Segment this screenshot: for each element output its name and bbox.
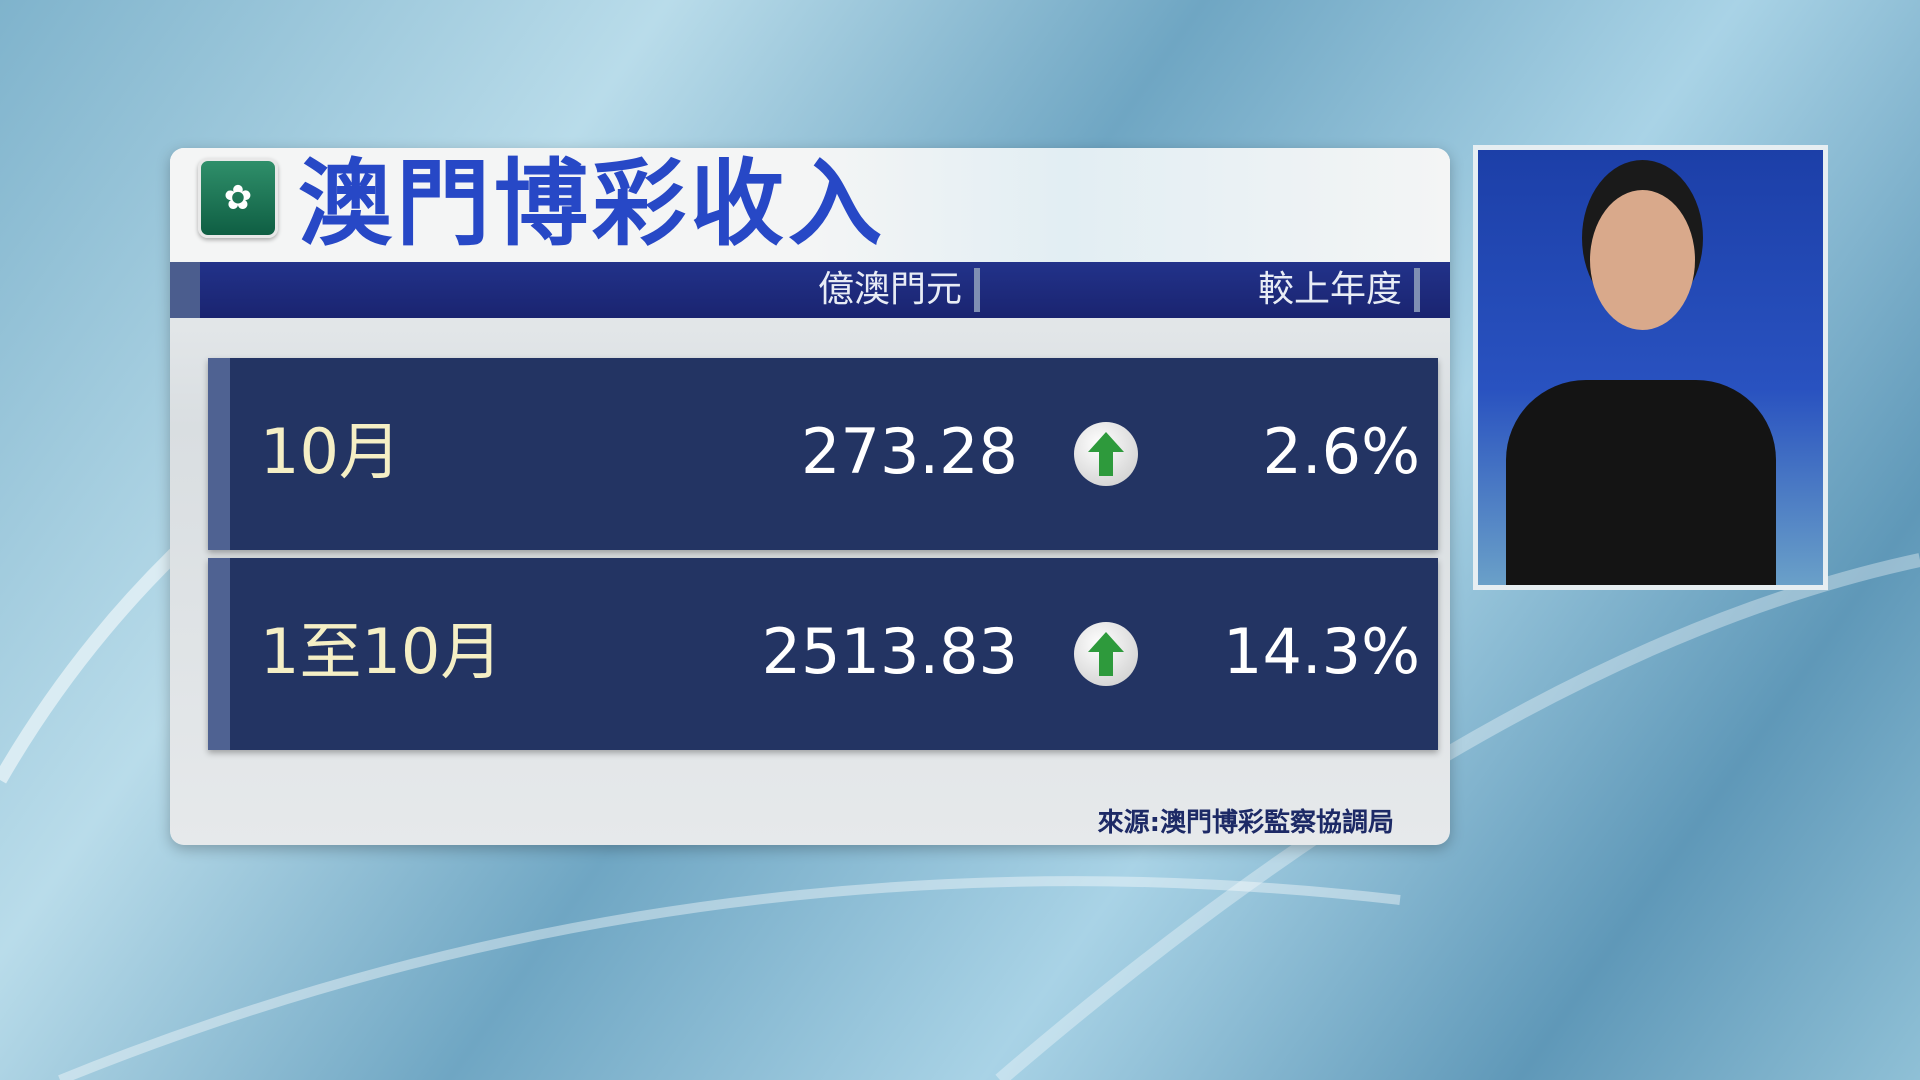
info-panel: ✿ 澳門博彩收入 億澳門元 較上年度 10月 273.28 2.6% 1至10月… [170,148,1450,845]
table-row: 10月 273.28 2.6% [208,358,1438,550]
header-change: 較上年度 [1258,268,1420,312]
up-arrow-icon [1074,422,1138,486]
presenter-video-inset [1473,145,1828,590]
panel-title: 澳門博彩收入 [298,150,887,259]
row-value: 2513.83 [761,615,1018,688]
row-change: 14.3% [1223,615,1420,688]
header-bar [170,262,1450,318]
row-value: 273.28 [801,415,1018,488]
header-value: 億澳門元 [818,268,980,312]
up-arrow-icon [1074,622,1138,686]
macau-emblem-icon: ✿ [198,158,278,238]
background-swoosh [995,553,1920,1080]
row-label: 1至10月 [260,615,503,688]
presenter-head [1590,190,1695,330]
background-swoosh [58,876,1401,1080]
table-row: 1至10月 2513.83 14.3% [208,558,1438,750]
title-bar [170,148,1450,262]
row-change: 2.6% [1262,415,1420,488]
source-note: 來源:澳門博彩監察協調局 [1097,808,1394,838]
presenter-body [1506,380,1776,585]
row-label: 10月 [260,415,401,488]
